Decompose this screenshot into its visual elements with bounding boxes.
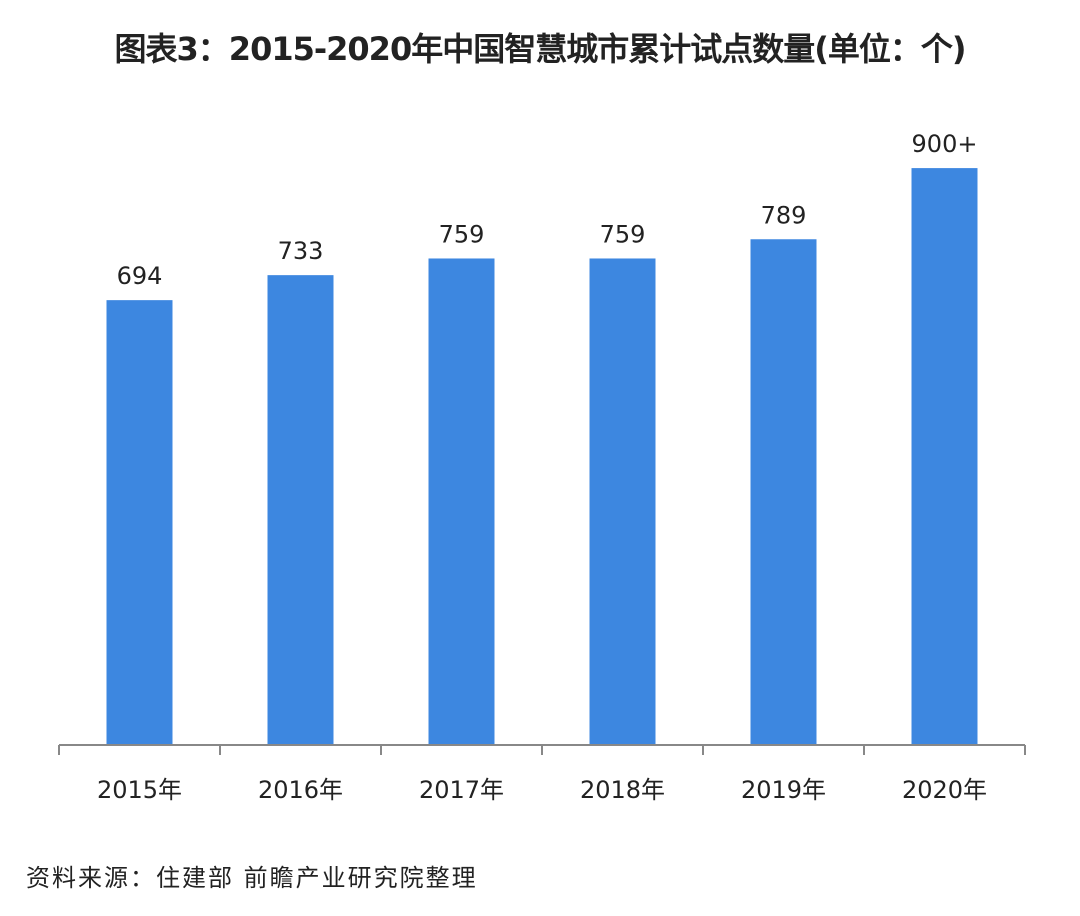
data-label: 759 — [600, 220, 646, 248]
bar — [911, 168, 978, 746]
bar — [428, 258, 495, 745]
x-tick-label: 2018年 — [580, 776, 665, 804]
x-tick-label: 2017年 — [419, 776, 504, 804]
bar — [267, 275, 334, 745]
x-tick-label: 2020年 — [902, 776, 987, 804]
data-label: 694 — [117, 262, 163, 290]
x-tick-label: 2019年 — [741, 776, 826, 804]
data-label: 759 — [439, 220, 485, 248]
data-label: 900+ — [912, 130, 978, 158]
bar — [589, 258, 656, 745]
bar — [750, 239, 817, 745]
data-label: 733 — [278, 237, 324, 265]
chart-title: 图表3：2015-2020年中国智慧城市累计试点数量(单位：个) — [114, 30, 967, 68]
source-note: 资料来源：住建部 前瞻产业研究院整理 — [26, 864, 478, 892]
x-tick-label: 2015年 — [97, 776, 182, 804]
bar — [106, 300, 173, 745]
data-label: 789 — [761, 201, 807, 229]
x-tick-label: 2016年 — [258, 776, 343, 804]
